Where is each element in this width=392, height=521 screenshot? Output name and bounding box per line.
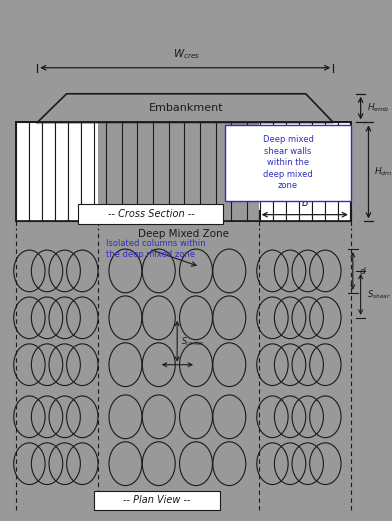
- Text: -- Cross Section --: -- Cross Section --: [107, 209, 194, 219]
- Text: $S_{shear}$: $S_{shear}$: [367, 288, 390, 301]
- Text: -- Plan View --: -- Plan View --: [123, 495, 191, 505]
- Bar: [94, 491, 220, 510]
- Text: Deep mixed
shear walls
within the
deep mixed
zone: Deep mixed shear walls within the deep m…: [263, 135, 314, 190]
- Bar: [81, 122, 94, 221]
- Text: Isolated columns within
the deep mixed zone: Isolated columns within the deep mixed z…: [106, 239, 205, 259]
- Text: $H_{emb}$: $H_{emb}$: [367, 102, 389, 114]
- Bar: [259, 122, 351, 221]
- Bar: [312, 122, 325, 221]
- Bar: [325, 122, 338, 221]
- Bar: [68, 122, 81, 221]
- Bar: [299, 122, 312, 221]
- Text: $B$: $B$: [301, 196, 309, 208]
- Bar: [98, 122, 259, 221]
- Bar: [16, 122, 98, 221]
- Bar: [55, 122, 68, 221]
- Bar: [78, 204, 223, 224]
- Polygon shape: [37, 94, 333, 122]
- Text: $W_{cres}$: $W_{cres}$: [172, 48, 200, 61]
- Bar: [225, 125, 351, 201]
- Bar: [260, 122, 273, 221]
- Text: Deep Mixed Zone: Deep Mixed Zone: [138, 229, 229, 240]
- Bar: [273, 122, 286, 221]
- Bar: [286, 122, 299, 221]
- Text: $S_{center}$: $S_{center}$: [181, 335, 205, 348]
- Bar: [338, 122, 350, 221]
- Bar: [16, 122, 351, 221]
- Text: Embankment: Embankment: [149, 103, 223, 113]
- Bar: [29, 122, 42, 221]
- Text: $H_{dm}$: $H_{dm}$: [374, 166, 392, 178]
- Bar: [16, 122, 29, 221]
- Text: $d$: $d$: [359, 265, 367, 277]
- Bar: [16, 122, 351, 221]
- Bar: [42, 122, 55, 221]
